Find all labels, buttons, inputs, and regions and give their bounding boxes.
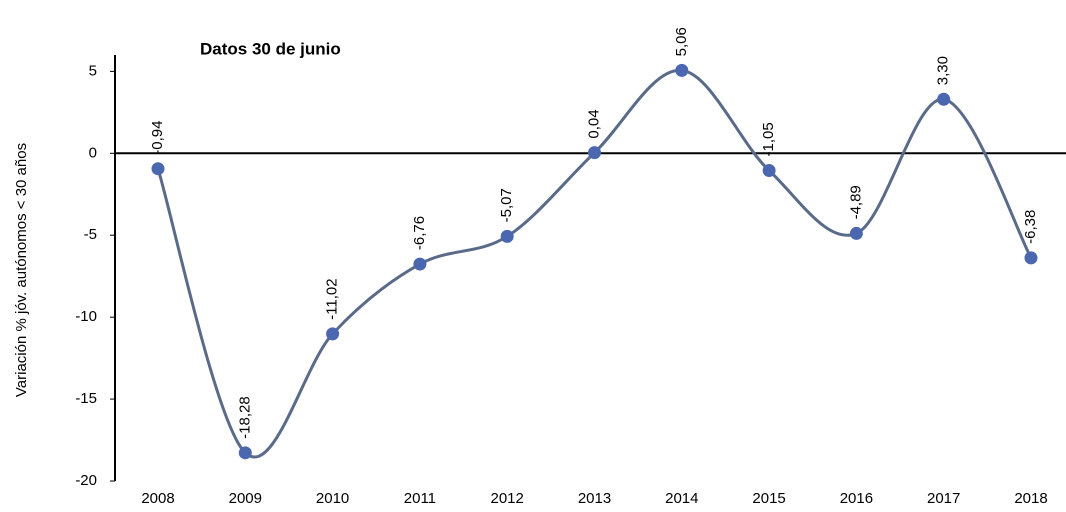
value-label: -5,07	[498, 188, 515, 222]
value-label: -11,02	[324, 278, 341, 319]
y-tick-label: -5	[84, 226, 97, 243]
x-tick-label: 2018	[1014, 490, 1047, 507]
x-tick-label: 2010	[316, 490, 349, 507]
x-tick-label: 2008	[141, 490, 174, 507]
value-label: -4,89	[847, 185, 864, 219]
x-tick-label: 2009	[229, 490, 262, 507]
marker	[1024, 251, 1038, 265]
marker	[238, 446, 252, 460]
x-tick-label: 2015	[752, 490, 785, 507]
x-tick-label: 2016	[840, 490, 873, 507]
value-label: -1,05	[760, 122, 777, 156]
value-label: -6,38	[1022, 210, 1039, 244]
y-tick-label: 5	[89, 62, 97, 79]
x-tick-label: 2011	[404, 490, 436, 507]
y-tick-label: -20	[75, 472, 97, 489]
value-label: -6,76	[411, 216, 428, 250]
marker	[849, 226, 863, 240]
y-tick-label: -10	[75, 308, 97, 325]
x-tick-label: 2013	[578, 490, 611, 507]
value-label: -18,28	[236, 396, 253, 439]
value-label: 5,06	[673, 27, 690, 56]
y-tick-label: -15	[75, 390, 97, 407]
marker	[326, 327, 340, 341]
chart-title: Datos 30 de junio	[200, 39, 341, 58]
marker	[151, 162, 165, 176]
marker	[675, 63, 689, 77]
marker	[500, 229, 514, 243]
marker	[588, 146, 601, 160]
value-label: 0,04	[585, 109, 602, 138]
marker	[762, 164, 776, 178]
x-tick-label: 2012	[491, 490, 524, 507]
value-label: -0,94	[149, 121, 166, 155]
y-tick-label: 0	[89, 144, 97, 161]
value-label: 3,30	[935, 56, 952, 85]
y-axis-label: Variación % jóv. autónomos < 30 años	[13, 143, 30, 397]
marker	[937, 92, 951, 106]
x-tick-label: 2017	[927, 490, 960, 507]
marker	[413, 257, 427, 271]
x-tick-label: 2014	[665, 490, 698, 507]
